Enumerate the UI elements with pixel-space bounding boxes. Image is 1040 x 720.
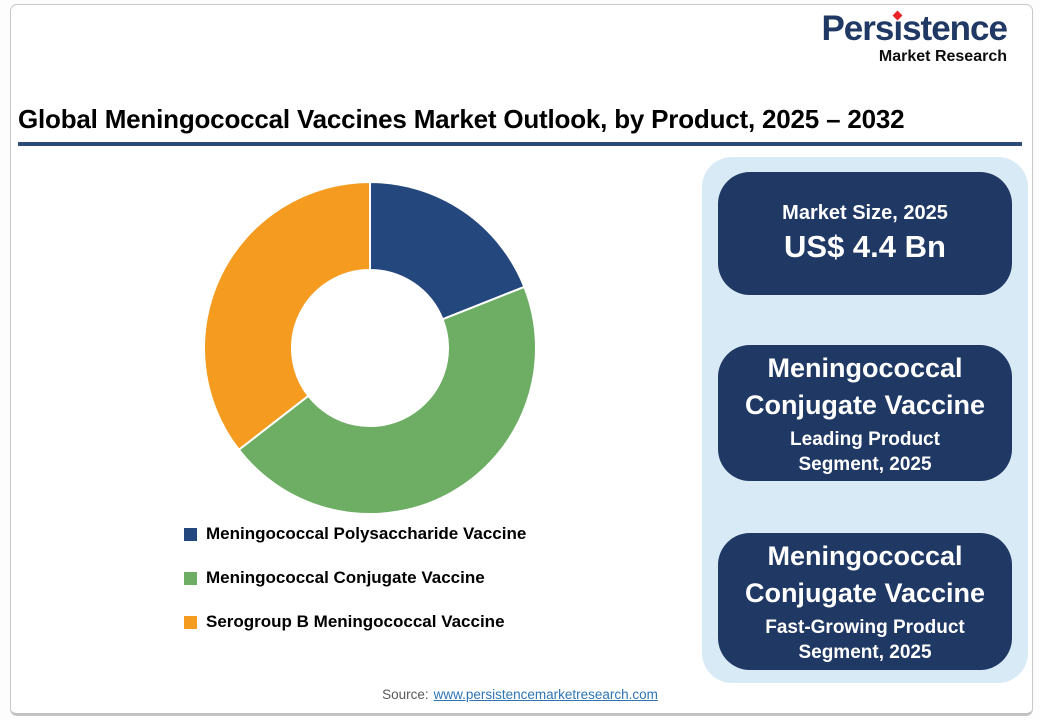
leading-segment-subtitle: Leading Product Segment, 2025 (790, 428, 940, 475)
legend-item: Meningococcal Conjugate Vaccine (184, 568, 526, 588)
legend-swatch-polysaccharide (184, 527, 197, 541)
title-underline (18, 142, 1022, 146)
market-size-value: US$ 4.4 Bn (784, 229, 946, 264)
market-size-card: Market Size, 2025 US$ 4.4 Bn (718, 172, 1012, 295)
source-label: Source: (382, 687, 429, 702)
legend-label: Meningococcal Polysaccharide Vaccine (206, 524, 527, 543)
brand-tagline: Market Research (878, 48, 1007, 65)
donut-segment-2 (203, 180, 371, 452)
brand-name: Persı stence (821, 9, 1008, 48)
brand-name-i: ı (892, 9, 903, 48)
market-size-heading: Market Size, 2025 (782, 202, 948, 224)
donut-segment-1 (237, 285, 537, 515)
fast-growing-segment-title: Meningococcal Conjugate Vaccine (744, 541, 986, 608)
leading-segment-card: Meningococcal Conjugate Vaccine Leading … (718, 345, 1012, 481)
page-title: Global Meningococcal Vaccines Market Out… (18, 104, 905, 134)
legend-swatch-conjugate (184, 571, 197, 585)
legend-label: Serogroup B Meningococcal Vaccine (206, 612, 505, 631)
legend-label: Meningococcal Conjugate Vaccine (206, 568, 485, 587)
donut-segment-0 (369, 180, 526, 321)
source-link[interactable]: www.persistencemarketresearch.com (433, 687, 658, 702)
donut-chart (203, 180, 537, 515)
legend-item: Serogroup B Meningococcal Vaccine (184, 612, 526, 632)
brand-name-pre: Pers (821, 9, 894, 48)
fast-growing-segment-subtitle: Fast-Growing Product Segment, 2025 (765, 617, 965, 663)
fast-growing-segment-card: Meningococcal Conjugate Vaccine Fast-Gro… (718, 533, 1012, 670)
brand-name-post: stence (902, 9, 1008, 48)
leading-segment-title: Meningococcal Conjugate Vaccine (744, 352, 986, 420)
chart-legend: Meningococcal Polysaccharide Vaccine Men… (184, 524, 526, 632)
legend-swatch-serogroup-b (184, 615, 197, 629)
highlight-panel: Market Size, 2025 US$ 4.4 Bn Meningococc… (702, 157, 1028, 683)
legend-item: Meningococcal Polysaccharide Vaccine (184, 524, 526, 544)
brand-logo: Persı stence Market Research (821, 9, 1008, 66)
source-line: Source: www.persistencemarketresearch.com (0, 687, 1040, 702)
